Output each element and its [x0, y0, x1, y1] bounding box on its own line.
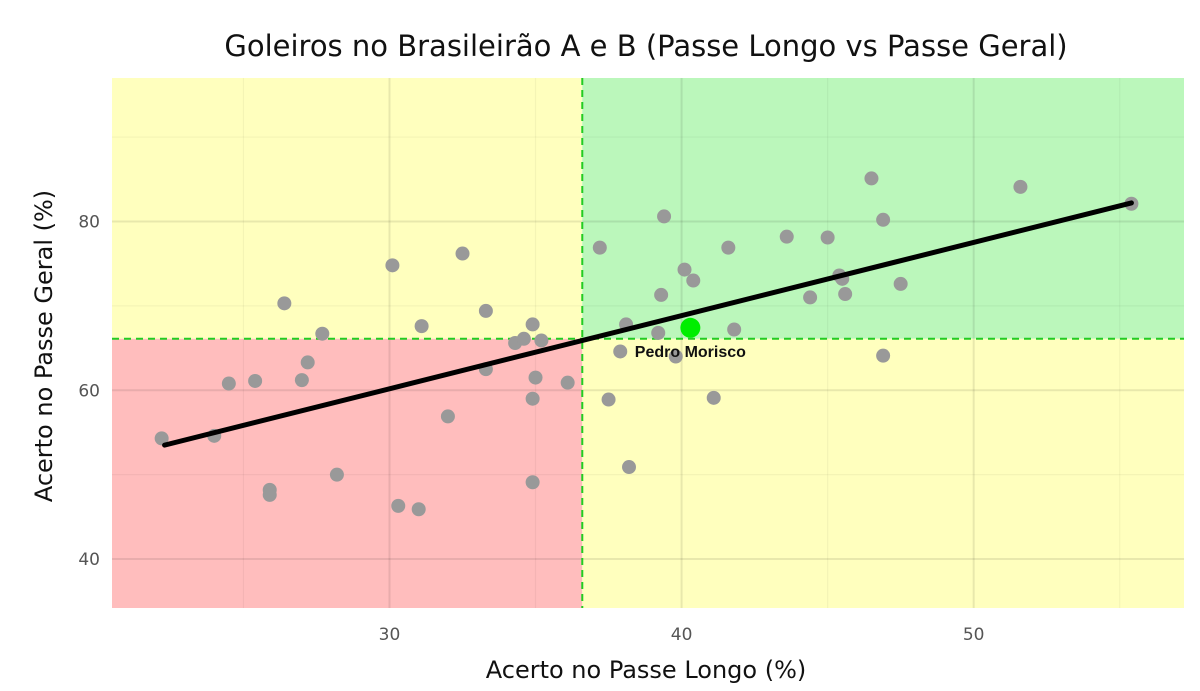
data-point	[1013, 179, 1028, 194]
highlight-point	[680, 317, 701, 338]
data-point	[154, 431, 169, 446]
data-point	[893, 276, 908, 291]
x-axis-title: Acerto no Passe Longo (%)	[486, 656, 807, 684]
data-point	[534, 333, 549, 348]
data-point	[262, 487, 277, 502]
data-point	[221, 376, 236, 391]
data-point	[248, 373, 263, 388]
data-point	[560, 375, 575, 390]
highlight-label: Pedro Morisco	[635, 344, 746, 361]
chart-title: Goleiros no Brasileirão A e B (Passe Lon…	[224, 29, 1067, 63]
data-point	[677, 262, 692, 277]
data-point	[651, 325, 666, 340]
data-point	[455, 246, 470, 261]
data-point	[876, 212, 891, 227]
data-point	[686, 273, 701, 288]
data-point	[516, 331, 531, 346]
data-point	[657, 209, 672, 224]
data-point	[478, 303, 493, 318]
data-point	[525, 317, 540, 332]
data-point	[528, 370, 543, 385]
quadrant-bottom-left	[112, 338, 583, 608]
y-tick-label: 60	[78, 381, 100, 401]
quadrant-top-left	[112, 78, 583, 339]
data-point	[414, 319, 429, 334]
plot-area: 30 40 50 40 60 80 Pedro Morisco	[78, 78, 1184, 645]
data-point	[803, 290, 818, 305]
y-tick-label: 40	[78, 550, 100, 570]
data-point	[622, 460, 637, 475]
data-point	[315, 326, 330, 341]
trend-line	[162, 200, 1134, 448]
data-point	[440, 409, 455, 424]
quadrant-top-right	[582, 78, 1184, 339]
data-point	[411, 502, 426, 517]
data-point	[613, 344, 628, 359]
x-tick-label: 40	[671, 625, 693, 645]
data-point	[391, 498, 406, 513]
y-tick-label: 80	[78, 212, 100, 232]
data-point	[876, 348, 891, 363]
data-point	[706, 390, 721, 405]
y-axis-title: Acerto no Passe Geral (%)	[30, 190, 58, 502]
data-point	[385, 258, 400, 273]
data-point	[525, 391, 540, 406]
data-point	[601, 392, 616, 407]
data-point	[300, 355, 315, 370]
data-point	[721, 240, 736, 255]
quadrant-bottom-right	[582, 338, 1184, 608]
data-point	[864, 171, 879, 186]
data-point	[668, 349, 683, 364]
x-tick-label: 50	[963, 625, 985, 645]
data-point	[525, 475, 540, 490]
data-point	[329, 467, 344, 482]
data-point	[654, 287, 669, 302]
data-point	[779, 229, 794, 244]
x-tick-label: 30	[379, 625, 401, 645]
data-point	[820, 230, 835, 245]
data-point	[294, 373, 309, 388]
data-point	[838, 287, 853, 302]
data-point	[277, 296, 292, 311]
data-point	[727, 322, 742, 337]
data-point	[592, 240, 607, 255]
